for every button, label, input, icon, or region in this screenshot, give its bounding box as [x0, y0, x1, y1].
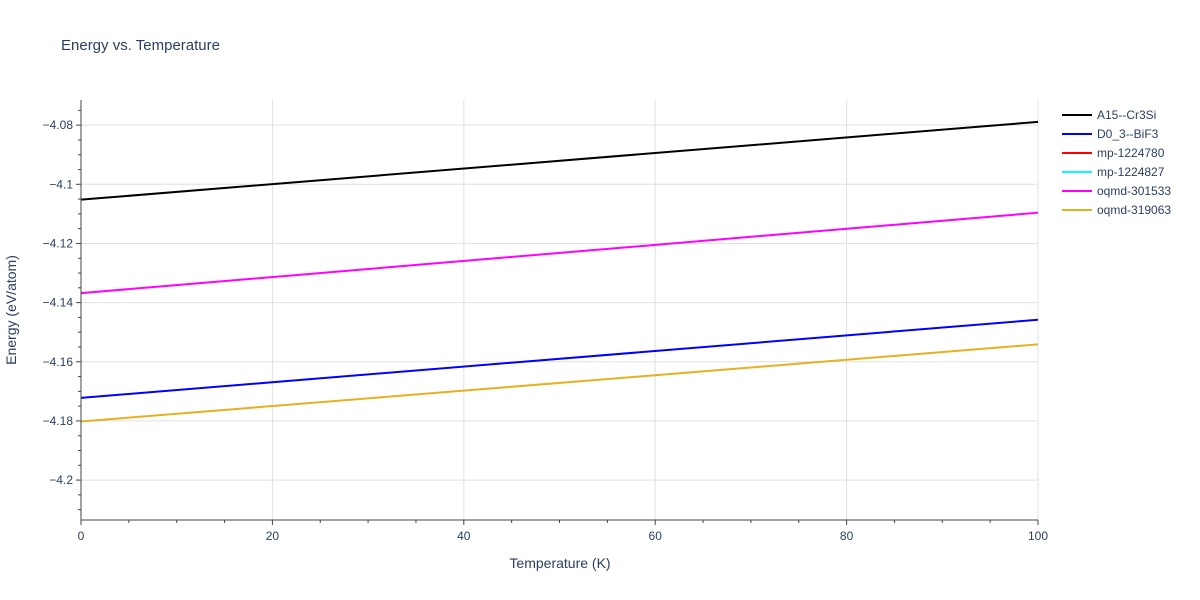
- x-axis-title: Temperature (K): [509, 555, 610, 571]
- legend-item-oqmd-319063[interactable]: oqmd-319063: [1062, 203, 1171, 217]
- y-axis-title: Energy (eV/atom): [3, 255, 19, 365]
- series-line-D0_3--BiF3[interactable]: [80, 318, 1039, 399]
- legend-label: A15--Cr3Si: [1097, 108, 1156, 122]
- series-line-oqmd-301533[interactable]: [80, 211, 1039, 295]
- y-tick-label: −4.12: [43, 236, 74, 250]
- legend-item-D0_3--BiF3[interactable]: D0_3--BiF3: [1062, 127, 1159, 141]
- y-tick-label: −4.1: [49, 177, 73, 191]
- legend-label: mp-1224827: [1097, 165, 1165, 179]
- legend-item-oqmd-301533[interactable]: oqmd-301533: [1062, 184, 1171, 198]
- legend-item-mp-1224780[interactable]: mp-1224780: [1062, 146, 1165, 160]
- x-tick-label: 20: [266, 529, 280, 543]
- series-layer: [80, 120, 1039, 423]
- y-tick-label: −4.2: [49, 473, 73, 487]
- x-axis-ticks: 0 20 40 60 80 100: [78, 529, 1049, 543]
- legend-label: oqmd-301533: [1097, 184, 1171, 198]
- legend-label: mp-1224780: [1097, 146, 1165, 160]
- legend-label: oqmd-319063: [1097, 203, 1171, 217]
- y-tick-label: −4.08: [43, 118, 74, 132]
- grid-lines: [81, 100, 1039, 520]
- y-tick-label: −4.14: [43, 296, 74, 310]
- y-axis-ticks: −4.08 −4.1 −4.12 −4.14 −4.16 −4.18 −4.2: [43, 118, 74, 487]
- x-tick-label: 0: [78, 529, 85, 543]
- legend-label: D0_3--BiF3: [1097, 127, 1159, 141]
- series-line-A15--Cr3Si[interactable]: [80, 120, 1039, 201]
- legend-item-mp-1224827[interactable]: mp-1224827: [1062, 165, 1165, 179]
- axes: [76, 100, 1039, 525]
- y-tick-label: −4.18: [43, 414, 74, 428]
- x-tick-label: 100: [1028, 529, 1048, 543]
- x-tick-label: 40: [457, 529, 471, 543]
- chart-title: Energy vs. Temperature: [61, 37, 220, 54]
- legend-item-A15--Cr3Si[interactable]: A15--Cr3Si: [1062, 108, 1156, 122]
- x-tick-label: 60: [649, 529, 663, 543]
- legend[interactable]: A15--Cr3Si D0_3--BiF3 mp-1224780 mp-1224827…: [1062, 108, 1171, 217]
- series-line-oqmd-319063[interactable]: [80, 343, 1039, 423]
- y-tick-label: −4.16: [43, 355, 74, 369]
- x-tick-label: 80: [840, 529, 854, 543]
